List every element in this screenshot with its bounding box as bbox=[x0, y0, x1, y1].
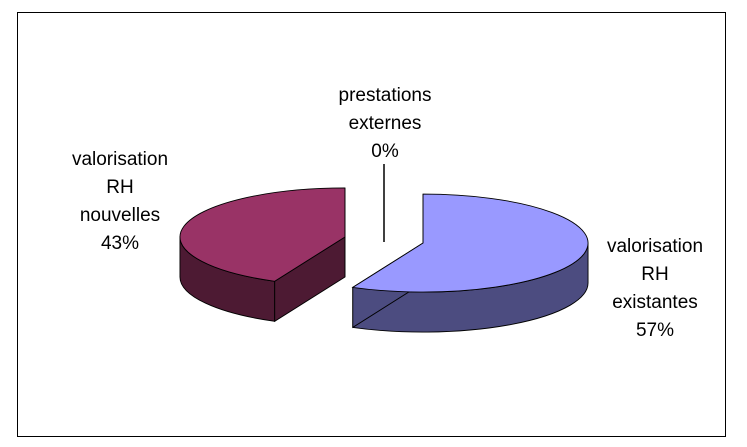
slice-label-line: existantes bbox=[612, 292, 698, 313]
slice-label-line: 43% bbox=[100, 233, 140, 254]
slice-label-nouvelles: valorisation RH nouvelles 43% bbox=[55, 146, 185, 258]
slice-label-line: RH bbox=[106, 177, 134, 198]
pie-slice-top bbox=[179, 187, 346, 282]
slice-label-prestations-externes: prestations externes 0% bbox=[315, 82, 455, 166]
slice-label-line: nouvelles bbox=[79, 205, 161, 226]
slice-label-line: valorisation bbox=[606, 236, 704, 257]
slice-label-line: RH bbox=[641, 264, 669, 285]
slice-label-line: prestations bbox=[338, 85, 432, 106]
slice-label-existantes: valorisation RH existantes 57% bbox=[590, 233, 720, 345]
slice-label-line: 0% bbox=[371, 141, 399, 162]
chart-area bbox=[17, 12, 726, 437]
pie-slice-top bbox=[351, 193, 589, 293]
slice-label-line: valorisation bbox=[71, 149, 169, 170]
slice-label-line: 57% bbox=[635, 320, 675, 341]
slice-label-line: externes bbox=[348, 113, 422, 134]
